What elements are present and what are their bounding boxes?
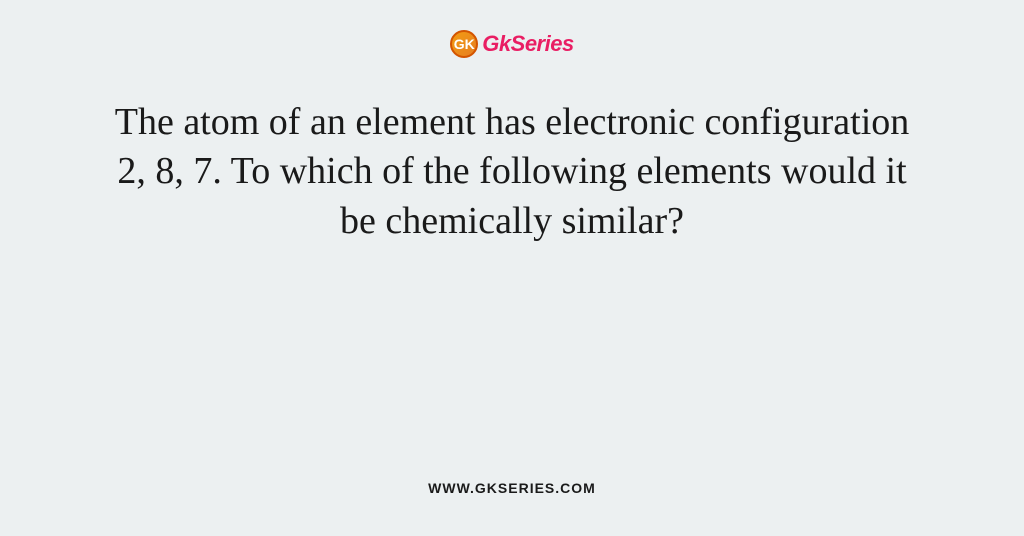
logo-badge-text: GK [454, 36, 475, 52]
question-content: The atom of an element has electronic co… [102, 98, 922, 246]
logo-container: GK GkSeries [450, 30, 573, 58]
logo-badge: GK [450, 30, 478, 58]
footer-url: WWW.GKSERIES.COM [428, 480, 596, 496]
question-text: The atom of an element has electronic co… [82, 78, 942, 480]
logo-brand-text: GkSeries [482, 31, 573, 57]
